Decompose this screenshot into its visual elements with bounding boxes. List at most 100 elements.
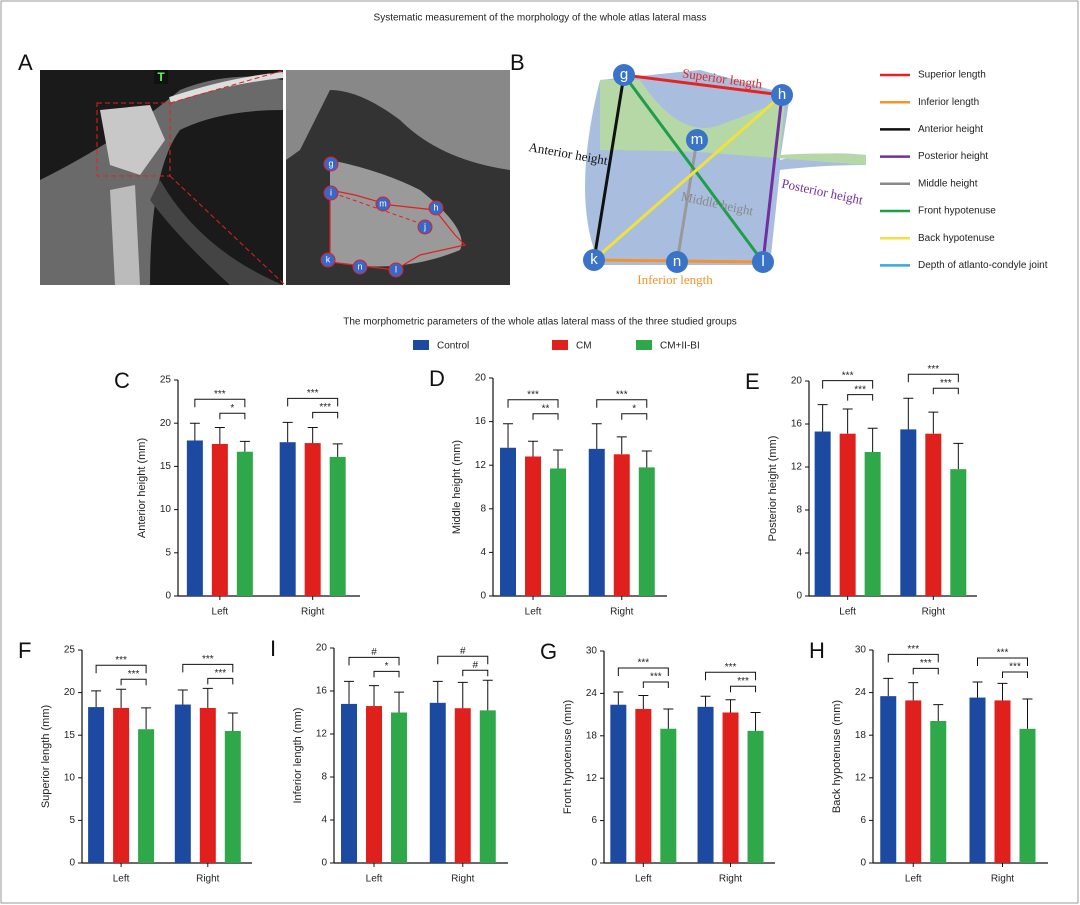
point-marker [352, 259, 368, 275]
error-bar [177, 689, 188, 705]
error-bar [867, 427, 878, 452]
y-axis-label: Inferior length (mm) [292, 708, 304, 804]
significance-bracket [207, 677, 234, 685]
legend-swatch [636, 340, 652, 350]
significance-label: *** [214, 389, 226, 400]
point-marker [320, 252, 336, 268]
bar [525, 456, 542, 596]
y-tick-label: 4 [480, 547, 486, 558]
error-bar [842, 408, 853, 434]
significance-bracket [932, 387, 959, 395]
point-label: l [761, 253, 764, 270]
bar [224, 730, 241, 863]
y-tick-label: 8 [321, 772, 327, 783]
significance-label: *** [997, 648, 1009, 659]
y-tick-label: 5 [69, 815, 75, 826]
point-marker [752, 251, 774, 273]
significance-label: *** [307, 388, 319, 399]
significance-label: # [472, 660, 478, 671]
y-axis-label: Middle height (mm) [451, 440, 463, 534]
x-tick-label: Left [635, 874, 652, 885]
error-bar [883, 677, 894, 697]
point-marker [375, 196, 391, 212]
bar [236, 451, 253, 596]
significance-bracket [532, 413, 559, 420]
x-tick-label: Left [905, 874, 922, 885]
panel-letter: D [429, 366, 445, 391]
error-bar [997, 682, 1008, 701]
bar [635, 708, 652, 863]
significance-bracket [95, 664, 147, 674]
x-tick-label: Right [922, 607, 946, 618]
subtitle: The morphometric parameters of the whole… [343, 317, 737, 328]
significance-label: # [371, 647, 377, 658]
significance-bracket [617, 667, 669, 676]
legend-label: Middle height [918, 178, 978, 189]
point-marker [388, 262, 404, 278]
y-tick-label: 0 [69, 858, 75, 869]
y-tick-label: 4 [796, 548, 802, 559]
significance-label: *** [907, 644, 919, 655]
point-marker [428, 200, 444, 216]
error-bar [91, 690, 102, 708]
point-label: m [691, 131, 704, 148]
significance-label: *** [214, 668, 226, 679]
significance-bracket [822, 380, 874, 389]
significance-label: *** [115, 655, 127, 666]
significance-bracket [730, 685, 757, 693]
bar [186, 440, 203, 596]
point-label: j [423, 221, 426, 231]
error-bar [457, 681, 468, 709]
y-tick-label: 15 [64, 730, 76, 741]
point-marker [666, 251, 688, 273]
bar [279, 442, 296, 596]
x-tick-label: Right [719, 874, 743, 885]
bar [329, 456, 346, 596]
significance-bracket [887, 653, 939, 663]
bar [864, 451, 881, 596]
error-bar [394, 691, 405, 713]
y-tick-label: 6 [860, 815, 866, 826]
significance-bracket [437, 655, 489, 665]
bar [697, 706, 714, 863]
error-bar [641, 450, 652, 468]
y-tick-label: 12 [791, 462, 803, 473]
y-tick-label: 0 [480, 591, 486, 602]
x-tick-label: Left [113, 874, 130, 885]
legend-label: Posterior height [918, 151, 988, 162]
y-tick-label: 25 [160, 375, 172, 386]
significance-label: *** [725, 662, 737, 673]
error-bar [344, 680, 355, 704]
y-tick-label: 8 [480, 503, 486, 514]
y-tick-label: 5 [165, 547, 171, 558]
y-axis-label: Front hypotenuse (mm) [562, 700, 574, 814]
bar [211, 443, 228, 596]
error-bar [369, 685, 380, 707]
bar [747, 730, 764, 863]
error-bar [616, 436, 627, 455]
y-tick-label: 12 [586, 773, 598, 784]
error-bar [528, 440, 539, 457]
error-bar [202, 687, 213, 708]
point-label: i [330, 187, 332, 197]
significance-label: * [632, 403, 636, 414]
significance-bracket [1002, 671, 1028, 678]
legend-label: Control [437, 341, 469, 352]
y-tick-label: 20 [160, 418, 172, 429]
error-bar [432, 680, 443, 703]
significance-label: ** [542, 403, 550, 414]
x-tick-label: Right [196, 874, 220, 885]
y-tick-label: 10 [160, 504, 172, 515]
error-bar [141, 707, 152, 730]
bar [366, 706, 383, 863]
bar [905, 700, 922, 863]
legend-label: Superior length [918, 70, 986, 81]
point-label: g [328, 158, 333, 168]
y-tick-label: 0 [796, 591, 802, 602]
legend-swatch [552, 340, 568, 350]
y-tick-label: 0 [860, 858, 866, 869]
y-tick-label: 12 [316, 729, 328, 740]
y-tick-label: 24 [855, 687, 867, 698]
point-label: n [357, 261, 362, 271]
